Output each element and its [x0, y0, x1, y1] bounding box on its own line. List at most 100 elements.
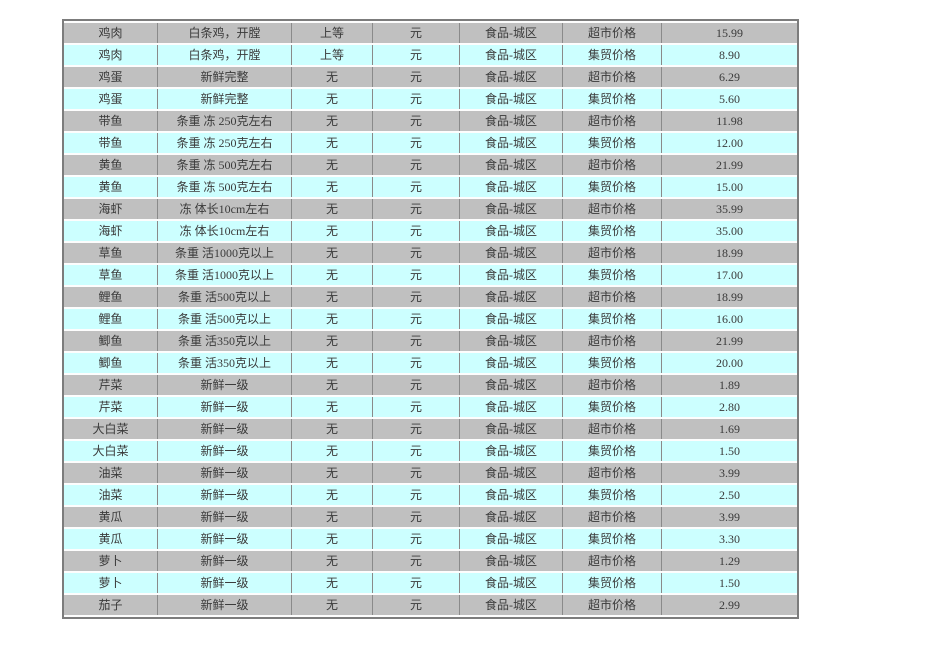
table-cell-category: 食品-城区	[459, 441, 562, 461]
table-cell-unit: 元	[372, 573, 459, 593]
table-cell-product: 带鱼	[64, 133, 157, 153]
table-row: 鸡肉 白条鸡，开膛 上等元食品-城区 超市价格 15.99	[64, 23, 797, 43]
table-cell-spec: 条重 冻 250克左右	[157, 133, 291, 153]
table-cell-spec: 新鲜一级	[157, 397, 291, 417]
table-row: 大白菜 新鲜一级无元食品-城区 超市价格 1.69	[64, 419, 797, 439]
table-cell-unit: 元	[372, 265, 459, 285]
table-cell-price-type: 集贸价格	[562, 133, 661, 153]
table-cell-category: 食品-城区	[459, 309, 562, 329]
table-cell-spec: 白条鸡，开膛	[157, 45, 291, 65]
table-cell-spec: 条重 活500克以上	[157, 287, 291, 307]
table-cell-grade: 上等	[291, 23, 372, 43]
table-cell-category: 食品-城区	[459, 45, 562, 65]
table-cell-product: 带鱼	[64, 111, 157, 131]
table-cell-grade: 无	[291, 507, 372, 527]
table-cell-spec: 冻 体长10cm左右	[157, 199, 291, 219]
table-cell-category: 食品-城区	[459, 23, 562, 43]
table-cell-price-type: 超市价格	[562, 111, 661, 131]
table-cell-grade: 无	[291, 89, 372, 109]
table-cell-price: 2.50	[661, 485, 797, 505]
table-row: 萝卜 新鲜一级无元食品-城区 集贸价格 1.50	[64, 573, 797, 593]
table-cell-category: 食品-城区	[459, 89, 562, 109]
table-cell-unit: 元	[372, 595, 459, 615]
table-row: 草鱼 条重 活1000克以上无元食品-城区 集贸价格 17.00	[64, 265, 797, 285]
table-cell-price-type: 集贸价格	[562, 265, 661, 285]
table-cell-price: 21.99	[661, 155, 797, 175]
table-cell-price-type: 集贸价格	[562, 529, 661, 549]
table-cell-grade: 无	[291, 485, 372, 505]
table-cell-spec: 新鲜一级	[157, 463, 291, 483]
table-cell-price: 20.00	[661, 353, 797, 373]
table-cell-grade: 无	[291, 441, 372, 461]
table-cell-price: 5.60	[661, 89, 797, 109]
table-cell-category: 食品-城区	[459, 397, 562, 417]
table-cell-price-type: 集贸价格	[562, 45, 661, 65]
table-cell-price: 2.80	[661, 397, 797, 417]
table-cell-grade: 无	[291, 265, 372, 285]
table-cell-price-type: 集贸价格	[562, 353, 661, 373]
table-cell-grade: 无	[291, 133, 372, 153]
table-cell-price-type: 超市价格	[562, 331, 661, 351]
table-cell-price-type: 超市价格	[562, 199, 661, 219]
table-cell-category: 食品-城区	[459, 463, 562, 483]
table-cell-spec: 新鲜完整	[157, 67, 291, 87]
table-cell-grade: 无	[291, 155, 372, 175]
table-cell-unit: 元	[372, 89, 459, 109]
table-cell-spec: 条重 冻 500克左右	[157, 155, 291, 175]
table-row: 鲤鱼 条重 活500克以上无元食品-城区 超市价格 18.99	[64, 287, 797, 307]
table-row: 大白菜 新鲜一级无元食品-城区 集贸价格 1.50	[64, 441, 797, 461]
table-cell-price: 8.90	[661, 45, 797, 65]
table-cell-category: 食品-城区	[459, 375, 562, 395]
table-cell-spec: 条重 活1000克以上	[157, 265, 291, 285]
table-cell-grade: 无	[291, 331, 372, 351]
table-cell-unit: 元	[372, 551, 459, 571]
table-cell-product: 萝卜	[64, 573, 157, 593]
table-cell-price-type: 集贸价格	[562, 309, 661, 329]
table-cell-price-type: 超市价格	[562, 463, 661, 483]
table-cell-unit: 元	[372, 199, 459, 219]
table-row: 油菜 新鲜一级无元食品-城区 集贸价格 2.50	[64, 485, 797, 505]
table-cell-price-type: 超市价格	[562, 23, 661, 43]
table-cell-price: 3.99	[661, 463, 797, 483]
table-cell-product: 黄鱼	[64, 155, 157, 175]
table-row: 草鱼 条重 活1000克以上无元食品-城区 超市价格 18.99	[64, 243, 797, 263]
table-cell-unit: 元	[372, 353, 459, 373]
table-cell-product: 鲤鱼	[64, 309, 157, 329]
table-cell-grade: 无	[291, 353, 372, 373]
table-cell-category: 食品-城区	[459, 221, 562, 241]
table-cell-price: 35.00	[661, 221, 797, 241]
table-cell-spec: 新鲜一级	[157, 375, 291, 395]
table-row: 黄瓜 新鲜一级无元食品-城区 超市价格 3.99	[64, 507, 797, 527]
table-cell-price-type: 集贸价格	[562, 441, 661, 461]
table-cell-spec: 条重 冻 500克左右	[157, 177, 291, 197]
table-cell-product: 芹菜	[64, 375, 157, 395]
table-row: 黄鱼 条重 冻 500克左右无元食品-城区 集贸价格 15.00	[64, 177, 797, 197]
table-cell-price-type: 超市价格	[562, 287, 661, 307]
table-cell-product: 芹菜	[64, 397, 157, 417]
table-cell-price-type: 集贸价格	[562, 221, 661, 241]
table-row: 鲤鱼 条重 活500克以上无元食品-城区 集贸价格 16.00	[64, 309, 797, 329]
table-cell-category: 食品-城区	[459, 529, 562, 549]
table-cell-price-type: 集贸价格	[562, 485, 661, 505]
table-cell-spec: 条重 活1000克以上	[157, 243, 291, 263]
table-cell-price: 1.29	[661, 551, 797, 571]
table-cell-price: 11.98	[661, 111, 797, 131]
table-cell-grade: 无	[291, 463, 372, 483]
table-cell-unit: 元	[372, 45, 459, 65]
table-cell-product: 鲫鱼	[64, 353, 157, 373]
table-cell-grade: 无	[291, 67, 372, 87]
table-row: 黄瓜 新鲜一级无元食品-城区 集贸价格 3.30	[64, 529, 797, 549]
table-cell-category: 食品-城区	[459, 331, 562, 351]
table-cell-price: 35.99	[661, 199, 797, 219]
table-cell-price: 1.69	[661, 419, 797, 439]
table-cell-grade: 无	[291, 243, 372, 263]
table-cell-price: 3.99	[661, 507, 797, 527]
table-cell-product: 鸡肉	[64, 45, 157, 65]
table-cell-unit: 元	[372, 23, 459, 43]
table-cell-price-type: 集贸价格	[562, 573, 661, 593]
table-cell-price-type: 集贸价格	[562, 397, 661, 417]
table-cell-price: 15.99	[661, 23, 797, 43]
table-cell-price: 1.89	[661, 375, 797, 395]
table-cell-unit: 元	[372, 177, 459, 197]
